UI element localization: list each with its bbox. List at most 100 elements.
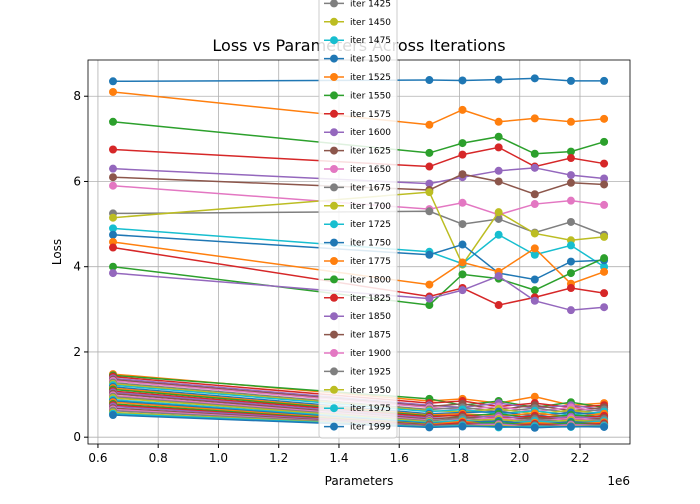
data-point [600,267,609,276]
legend-marker [330,312,338,321]
data-point [109,181,118,190]
data-point [494,143,503,152]
data-point [494,230,503,239]
legend-label: iter 1850 [350,312,391,322]
y-tick-label: 4 [73,260,81,274]
data-point [425,250,434,259]
legend-label: iter 1650 [350,165,391,175]
x-tick-label: 2.2 [570,451,589,465]
data-point [425,120,434,129]
x-axis-label: Parameters [325,474,394,488]
legend-label: iter 1625 [350,147,391,157]
data-point [600,303,609,312]
legend-label: iter 1950 [350,386,391,396]
legend-label: iter 1600 [350,128,391,138]
data-point [600,76,609,85]
data-point [425,294,434,303]
data-point [425,76,434,85]
data-point [458,170,467,179]
legend-marker [330,17,338,26]
data-point [530,114,539,123]
legend-marker [330,422,338,431]
data-point [600,159,609,168]
y-tick-label: 6 [73,174,81,188]
legend-marker [330,404,338,413]
x-tick-label: 1.2 [269,451,288,465]
legend-label: iter 1800 [350,275,391,285]
legend: iter 1275iter 1300iter 1325iter 1350iter… [318,0,398,439]
x-offset-label: 1e6 [607,474,630,488]
data-point [566,217,575,226]
data-point [530,392,539,401]
data-point [425,207,434,216]
data-point [566,76,575,85]
data-point [425,301,434,310]
data-point [109,237,118,246]
x-tick-label: 1.4 [329,451,348,465]
data-point [566,154,575,163]
legend-label: iter 1750 [350,239,391,249]
data-point [458,258,467,267]
data-point [109,224,118,233]
legend-label: iter 1875 [350,331,391,341]
x-tick-label: 1.6 [390,451,409,465]
data-point [109,164,118,173]
legend-marker [330,183,338,192]
data-point [600,180,609,189]
x-tick-label: 2.0 [510,451,529,465]
data-point [109,145,118,154]
legend-label: iter 1725 [350,220,391,230]
data-point [109,117,118,126]
legend-label: iter 1425 [350,0,391,9]
legend-marker [330,201,338,210]
data-point [494,75,503,84]
data-point [458,270,467,279]
legend-marker [330,275,338,284]
data-point [494,422,503,431]
data-point [494,208,503,217]
data-point [566,147,575,156]
data-point [566,306,575,315]
data-point [530,190,539,199]
data-point [458,150,467,159]
data-point [494,117,503,126]
data-point [494,301,503,310]
data-point [530,163,539,172]
legend-marker [330,0,338,8]
legend-label: iter 1700 [350,202,391,212]
data-point [530,250,539,259]
legend-label: iter 1775 [350,257,391,267]
legend-box [318,0,398,439]
x-tick-label: 1.8 [450,451,469,465]
data-point [425,179,434,188]
data-point [600,174,609,183]
legend-label: iter 1500 [350,55,391,65]
data-point [425,148,434,157]
data-point [566,269,575,278]
data-point [600,114,609,123]
data-point [530,229,539,238]
data-point [566,196,575,205]
data-point [530,74,539,83]
data-point [425,162,434,171]
data-point [600,422,609,431]
legend-marker [330,257,338,265]
legend-marker [330,73,338,81]
data-point [566,257,575,266]
data-point [109,173,118,182]
legend-label: iter 1975 [350,404,391,414]
data-point [494,166,503,175]
legend-marker [330,54,338,63]
data-point [109,243,118,252]
data-point [425,423,434,432]
data-point [458,198,467,207]
legend-marker [330,349,338,357]
legend-label: iter 1999 [350,423,391,433]
data-point [458,422,467,431]
data-point [109,230,118,239]
data-point [494,132,503,141]
data-point [494,272,503,281]
data-point [425,280,434,289]
